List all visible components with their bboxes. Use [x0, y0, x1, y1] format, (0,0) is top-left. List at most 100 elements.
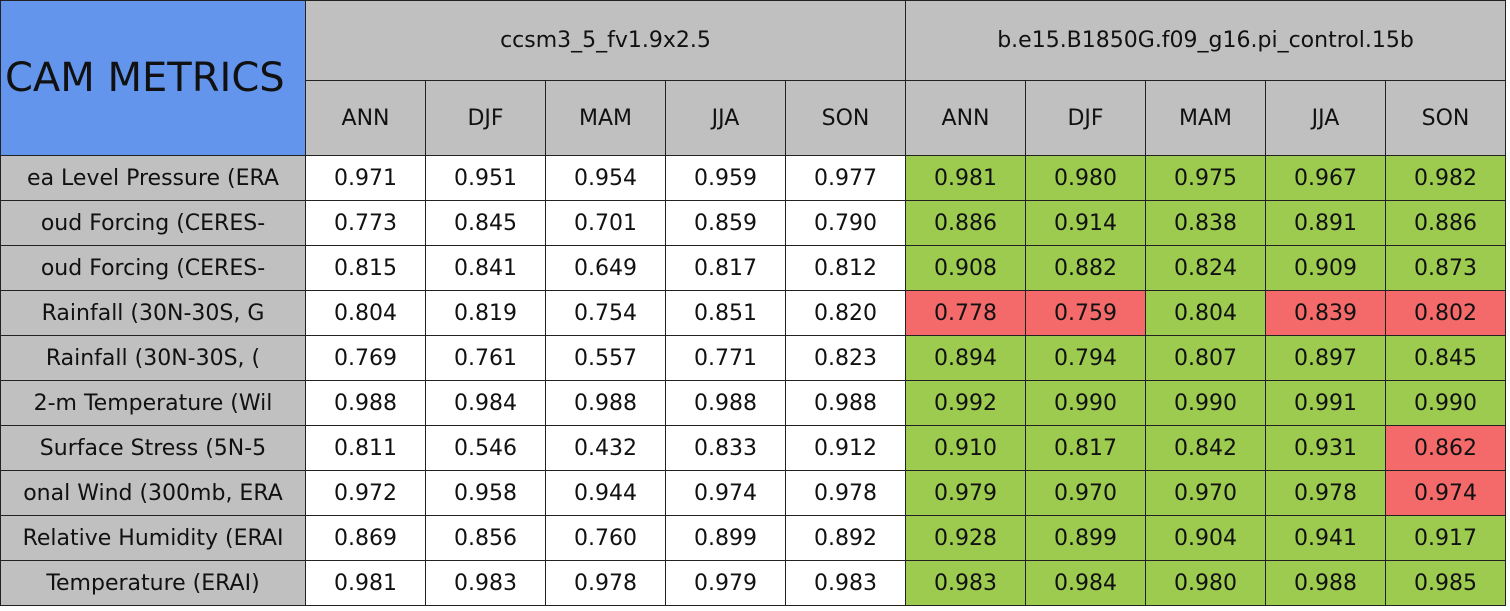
value-cell: 0.892 [785, 515, 906, 561]
value-cell: 0.988 [785, 380, 906, 426]
value-cell: 0.833 [665, 425, 786, 471]
value-cell: 0.824 [1145, 245, 1266, 291]
value-cell: 0.990 [1025, 380, 1146, 426]
season-header: MAM [1145, 80, 1266, 156]
value-cell: 0.977 [785, 155, 906, 201]
row-label: Temperature (ERAI) [0, 560, 306, 606]
row-label: onal Wind (300mb, ERA [0, 470, 306, 516]
value-cell: 0.873 [1385, 245, 1506, 291]
value-cell: 0.980 [1025, 155, 1146, 201]
row-label: Surface Stress (5N-5 [0, 425, 306, 471]
value-cell: 0.974 [1385, 470, 1506, 516]
value-cell: 0.974 [665, 470, 786, 516]
value-cell: 0.845 [425, 200, 546, 246]
row-label: oud Forcing (CERES- [0, 200, 306, 246]
row-label: ea Level Pressure (ERA [0, 155, 306, 201]
value-cell: 0.970 [1025, 470, 1146, 516]
value-cell: 0.894 [905, 335, 1026, 381]
value-cell: 0.908 [905, 245, 1026, 291]
row-label: oud Forcing (CERES- [0, 245, 306, 291]
value-cell: 0.944 [545, 470, 666, 516]
value-cell: 0.909 [1265, 245, 1386, 291]
value-cell: 0.869 [305, 515, 426, 561]
value-cell: 0.817 [1025, 425, 1146, 471]
season-header: SON [785, 80, 906, 156]
value-cell: 0.891 [1265, 200, 1386, 246]
value-cell: 0.971 [305, 155, 426, 201]
value-cell: 0.886 [905, 200, 1026, 246]
value-cell: 0.990 [1385, 380, 1506, 426]
value-cell: 0.557 [545, 335, 666, 381]
value-cell: 0.856 [425, 515, 546, 561]
value-cell: 0.990 [1145, 380, 1266, 426]
value-cell: 0.979 [665, 560, 786, 606]
value-cell: 0.917 [1385, 515, 1506, 561]
value-cell: 0.970 [1145, 470, 1266, 516]
season-header: SON [1385, 80, 1506, 156]
row-label: Rainfall (30N-30S, ( [0, 335, 306, 381]
value-cell: 0.988 [305, 380, 426, 426]
value-cell: 0.978 [545, 560, 666, 606]
value-cell: 0.773 [305, 200, 426, 246]
value-cell: 0.432 [545, 425, 666, 471]
value-cell: 0.804 [1145, 290, 1266, 336]
value-cell: 0.862 [1385, 425, 1506, 471]
season-header: MAM [545, 80, 666, 156]
value-cell: 0.910 [905, 425, 1026, 471]
value-cell: 0.820 [785, 290, 906, 336]
value-cell: 0.851 [665, 290, 786, 336]
value-cell: 0.941 [1265, 515, 1386, 561]
value-cell: 0.790 [785, 200, 906, 246]
season-header: JJA [1265, 80, 1386, 156]
value-cell: 0.899 [665, 515, 786, 561]
value-cell: 0.978 [1265, 470, 1386, 516]
value-cell: 0.761 [425, 335, 546, 381]
value-cell: 0.954 [545, 155, 666, 201]
season-header: ANN [305, 80, 426, 156]
value-cell: 0.841 [425, 245, 546, 291]
value-cell: 0.859 [665, 200, 786, 246]
value-cell: 0.914 [1025, 200, 1146, 246]
value-cell: 0.975 [1145, 155, 1266, 201]
value-cell: 0.886 [1385, 200, 1506, 246]
value-cell: 0.912 [785, 425, 906, 471]
value-cell: 0.972 [305, 470, 426, 516]
value-cell: 0.811 [305, 425, 426, 471]
value-cell: 0.982 [1385, 155, 1506, 201]
value-cell: 0.807 [1145, 335, 1266, 381]
value-cell: 0.958 [425, 470, 546, 516]
value-cell: 0.760 [545, 515, 666, 561]
value-cell: 0.778 [905, 290, 1026, 336]
value-cell: 0.794 [1025, 335, 1146, 381]
value-cell: 0.842 [1145, 425, 1266, 471]
season-header: JJA [665, 80, 786, 156]
row-label: Relative Humidity (ERAI [0, 515, 306, 561]
value-cell: 0.978 [785, 470, 906, 516]
season-header: DJF [425, 80, 546, 156]
value-cell: 0.804 [305, 290, 426, 336]
value-cell: 0.981 [905, 155, 1026, 201]
value-cell: 0.771 [665, 335, 786, 381]
value-cell: 0.754 [545, 290, 666, 336]
group-header: b.e15.B1850G.f09_g16.pi_control.15b [905, 0, 1506, 81]
value-cell: 0.988 [1265, 560, 1386, 606]
value-cell: 0.812 [785, 245, 906, 291]
value-cell: 0.649 [545, 245, 666, 291]
value-cell: 0.701 [545, 200, 666, 246]
value-cell: 0.981 [305, 560, 426, 606]
row-label: 2-m Temperature (Wil [0, 380, 306, 426]
season-header: DJF [1025, 80, 1146, 156]
value-cell: 0.882 [1025, 245, 1146, 291]
title-cell: CAM METRICS [0, 0, 306, 156]
group-header: ccsm3_5_fv1.9x2.5 [305, 0, 906, 81]
value-cell: 0.819 [425, 290, 546, 336]
value-cell: 0.904 [1145, 515, 1266, 561]
value-cell: 0.984 [1025, 560, 1146, 606]
value-cell: 0.988 [545, 380, 666, 426]
value-cell: 0.838 [1145, 200, 1266, 246]
value-cell: 0.897 [1265, 335, 1386, 381]
value-cell: 0.991 [1265, 380, 1386, 426]
value-cell: 0.817 [665, 245, 786, 291]
value-cell: 0.928 [905, 515, 1026, 561]
